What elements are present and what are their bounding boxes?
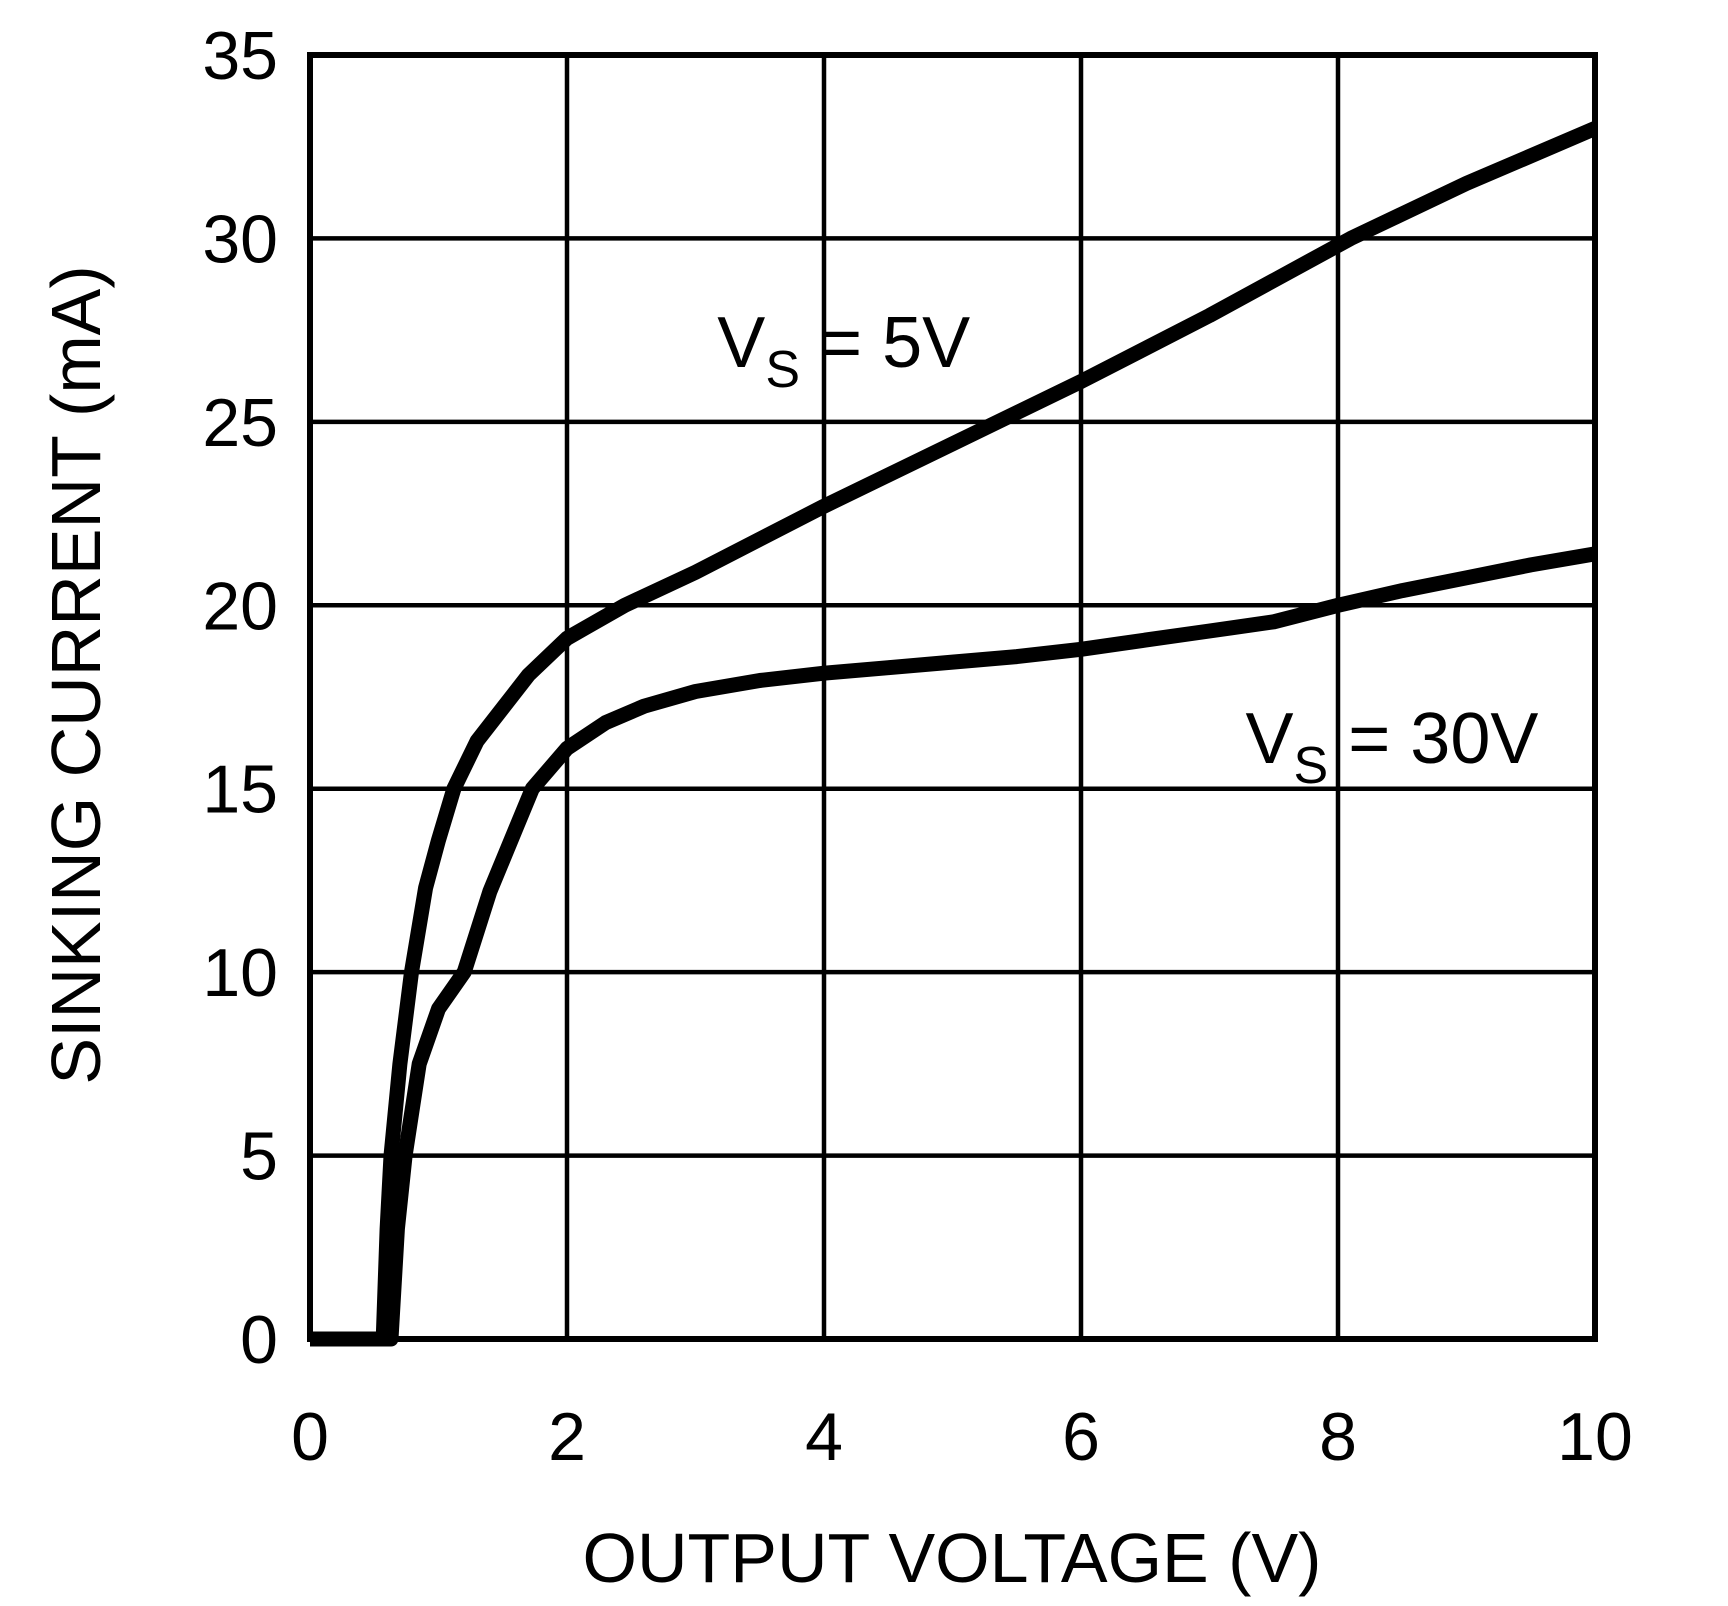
- x-tick-label-0: 0: [291, 1399, 329, 1475]
- curve-vs-5v: [310, 121, 1598, 1347]
- curve-label-subscript: S: [1294, 737, 1329, 795]
- gridlines: [310, 55, 1595, 1339]
- y-tick-label-0: 0: [240, 1302, 278, 1378]
- curve-label-vs-5v: VS = 5V: [717, 303, 970, 399]
- x-axis-title: OUTPUT VOLTAGE (V): [583, 1519, 1322, 1597]
- curves: [310, 121, 1598, 1347]
- x-tick-label-8: 8: [1319, 1399, 1357, 1475]
- y-tick-label-5: 5: [240, 1119, 278, 1195]
- curve-label-main: V: [717, 303, 765, 383]
- x-tick-label-4: 4: [805, 1399, 843, 1475]
- y-tick-label-10: 10: [202, 935, 278, 1011]
- x-tick-label-2: 2: [548, 1399, 586, 1475]
- y-tick-label-35: 35: [202, 18, 278, 94]
- y-tick-label-20: 20: [202, 568, 278, 644]
- y-tick-label-25: 25: [202, 385, 278, 461]
- curve-label-value: = 30V: [1328, 699, 1538, 779]
- curve-label-main: V: [1246, 699, 1294, 779]
- curve-label-vs-30v: VS = 30V: [1246, 699, 1539, 795]
- curve-label-subscript: S: [765, 341, 800, 399]
- y-tick-label-30: 30: [202, 201, 278, 277]
- x-tick-labels: 0 2 4 6 8 10: [291, 1399, 1633, 1475]
- x-tick-label-6: 6: [1062, 1399, 1100, 1475]
- y-tick-labels: 0 5 10 15 20 25 30 35: [202, 18, 278, 1378]
- y-tick-label-15: 15: [202, 752, 278, 828]
- x-tick-label-10: 10: [1557, 1399, 1633, 1475]
- y-axis-title: SINKING CURRENT (mA): [37, 265, 115, 1084]
- plot-border: [307, 52, 1598, 1342]
- curve-vs-30v: [310, 546, 1597, 1347]
- curve-label-value: = 5V: [800, 303, 970, 383]
